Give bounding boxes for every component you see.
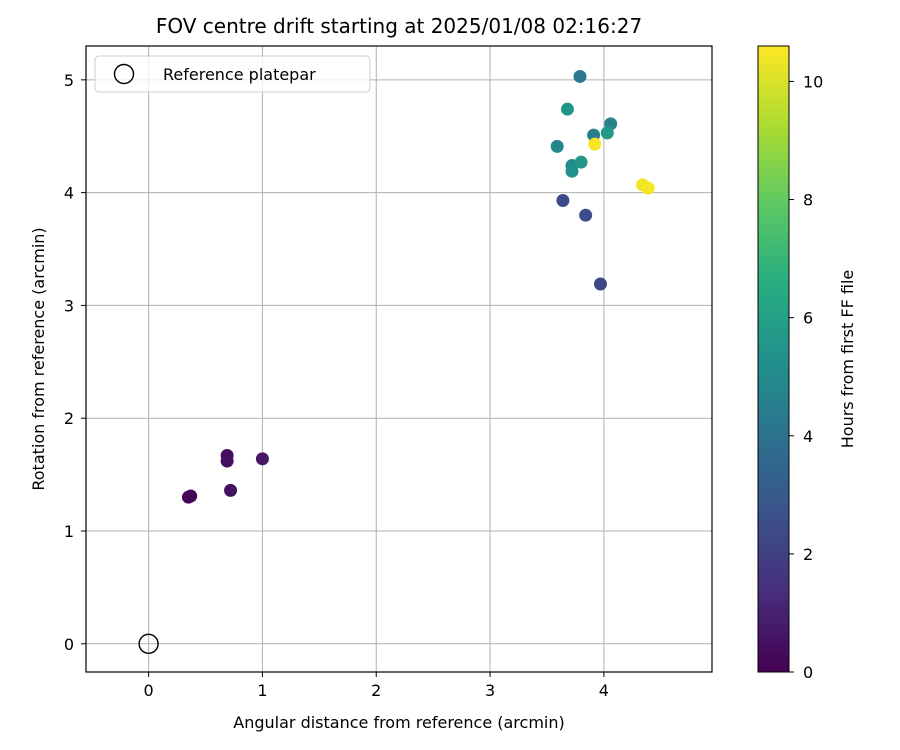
- scatter-point: [550, 139, 564, 153]
- y-axis-ticks: 0 1 2 3 4 5: [64, 71, 86, 654]
- scatter-point: [565, 164, 579, 178]
- scatter-point: [600, 126, 614, 140]
- y-axis-label: Rotation from reference (arcmin): [29, 227, 48, 490]
- legend-box: [94, 55, 371, 93]
- x-tick-label: 1: [257, 681, 267, 700]
- colorbar-tick-label: 10: [803, 72, 823, 91]
- y-tick-label: 2: [64, 409, 74, 428]
- colorbar-tick-label: 6: [803, 309, 813, 328]
- reference-point: [138, 633, 159, 655]
- legend: Reference platepar: [94, 55, 371, 93]
- x-tick-label: 4: [599, 681, 609, 700]
- scatter-point: [184, 489, 198, 503]
- x-tick-label: 3: [485, 681, 495, 700]
- scatter-point: [224, 483, 238, 497]
- colorbar-tick-label: 2: [803, 545, 813, 564]
- scatter-point: [593, 277, 607, 291]
- legend-label: Reference platepar: [163, 65, 316, 84]
- scatter-point: [574, 155, 588, 169]
- scatter-point: [579, 208, 593, 222]
- x-tick-label: 2: [371, 681, 381, 700]
- plot-frame: [85, 45, 713, 673]
- scatter-point: [588, 137, 602, 151]
- colorbar-tick-label: 4: [803, 427, 813, 446]
- colorbar-tick-label: 0: [803, 663, 813, 682]
- x-tick-label: 0: [144, 681, 154, 700]
- chart-title: FOV centre drift starting at 2025/01/08 …: [156, 14, 642, 38]
- x-axis-ticks: 0 1 2 3 4: [144, 672, 609, 700]
- scatter-point: [220, 454, 234, 468]
- colorbar-tick-label: 8: [803, 191, 813, 210]
- colorbar: [757, 45, 790, 673]
- y-tick-label: 3: [64, 296, 74, 315]
- y-tick-label: 4: [64, 184, 74, 203]
- scatter-point: [573, 69, 587, 83]
- legend-marker: [113, 63, 135, 85]
- scatter-point: [641, 181, 655, 195]
- plot-area: [86, 46, 712, 672]
- y-tick-label: 0: [64, 635, 74, 654]
- colorbar-ticks: 0 2 4 6 8 10: [789, 72, 823, 682]
- x-axis-label: Angular distance from reference (arcmin): [233, 713, 564, 732]
- y-tick-label: 1: [64, 522, 74, 541]
- y-tick-label: 5: [64, 71, 74, 90]
- scatter-points: [138, 69, 655, 655]
- scatter-point: [560, 102, 574, 116]
- scatter-point: [255, 452, 269, 466]
- colorbar-label: Hours from first FF file: [838, 270, 857, 449]
- scatter-point: [556, 194, 570, 208]
